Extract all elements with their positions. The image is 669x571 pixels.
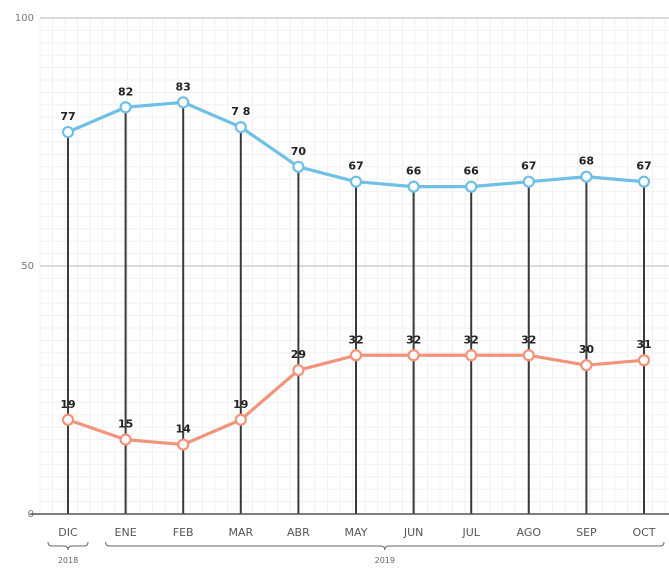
data-point	[637, 354, 651, 367]
y-axis-ticks: 100500	[15, 13, 34, 520]
major-grid	[40, 17, 669, 267]
data-label: 77	[60, 110, 75, 123]
data-point	[637, 175, 651, 188]
data-point	[580, 170, 593, 183]
data-label: 83	[176, 80, 191, 93]
data-point	[119, 101, 132, 114]
data-point	[61, 125, 75, 139]
data-label: 67	[636, 160, 651, 173]
data-point	[407, 349, 420, 362]
data-label: 68	[579, 155, 594, 168]
data-point	[61, 413, 75, 426]
data-labels: 77 82 83 7 8 70 67 66 66 67 68 67 19 15 14 19 29 32 32 32 3…	[60, 80, 651, 435]
data-point	[177, 96, 190, 109]
data-point	[292, 364, 305, 377]
x-tick-label: JUL	[461, 526, 480, 539]
x-tick-label: JUN	[403, 526, 424, 539]
data-point	[465, 180, 478, 193]
data-label: 14	[176, 423, 192, 436]
data-label: 66	[464, 165, 480, 178]
data-label: 15	[118, 418, 133, 431]
x-tick-label: DIC	[58, 526, 78, 539]
x-tick-label: OCT	[632, 526, 655, 539]
data-label: 30	[579, 343, 595, 356]
x-tick-label: FEB	[173, 526, 194, 539]
data-label: 32	[464, 333, 479, 346]
x-tick-label: SEP	[576, 526, 597, 539]
data-point	[292, 160, 305, 173]
data-label: 32	[348, 333, 363, 346]
data-label: 32	[521, 333, 536, 346]
data-label: 32	[406, 333, 421, 346]
drop-lines	[67, 102, 645, 514]
data-label: 67	[348, 160, 363, 173]
series-points	[61, 96, 651, 451]
data-point	[349, 349, 363, 362]
year-label: 2019	[375, 556, 395, 565]
data-point	[465, 349, 478, 362]
year-label: 2018	[58, 556, 78, 565]
data-point	[349, 175, 363, 188]
data-label: 70	[291, 145, 307, 158]
data-label: 31	[636, 338, 651, 351]
data-point	[234, 121, 247, 134]
data-label: 19	[60, 398, 75, 411]
data-label: 67	[521, 160, 536, 173]
data-label: 29	[291, 348, 306, 361]
x-tick-label: ABR	[287, 526, 310, 539]
y-tick-label: 100	[15, 13, 34, 24]
series-line-1	[66, 100, 646, 189]
x-axis: DIC ENE FEB MAR ABR MAY JUN JUL AGO SEP OCT 2018 201…	[30, 513, 669, 565]
data-point	[119, 433, 132, 446]
y-tick-label: 50	[21, 261, 34, 272]
data-point	[522, 349, 535, 362]
x-tick-label: MAR	[228, 526, 253, 539]
data-label: 19	[233, 398, 248, 411]
data-label: 66	[406, 165, 422, 178]
data-point	[234, 413, 247, 426]
year-bracket	[105, 541, 665, 551]
data-point	[580, 359, 593, 372]
x-tick-label: AGO	[517, 526, 542, 539]
x-tick-label: MAY	[345, 526, 368, 539]
x-tick-label: ENE	[115, 526, 137, 539]
data-point	[177, 438, 190, 451]
data-point	[407, 180, 420, 193]
data-point	[522, 175, 535, 188]
year-bracket	[47, 541, 89, 551]
data-label: 7 8	[231, 105, 250, 118]
data-label: 82	[118, 85, 133, 98]
